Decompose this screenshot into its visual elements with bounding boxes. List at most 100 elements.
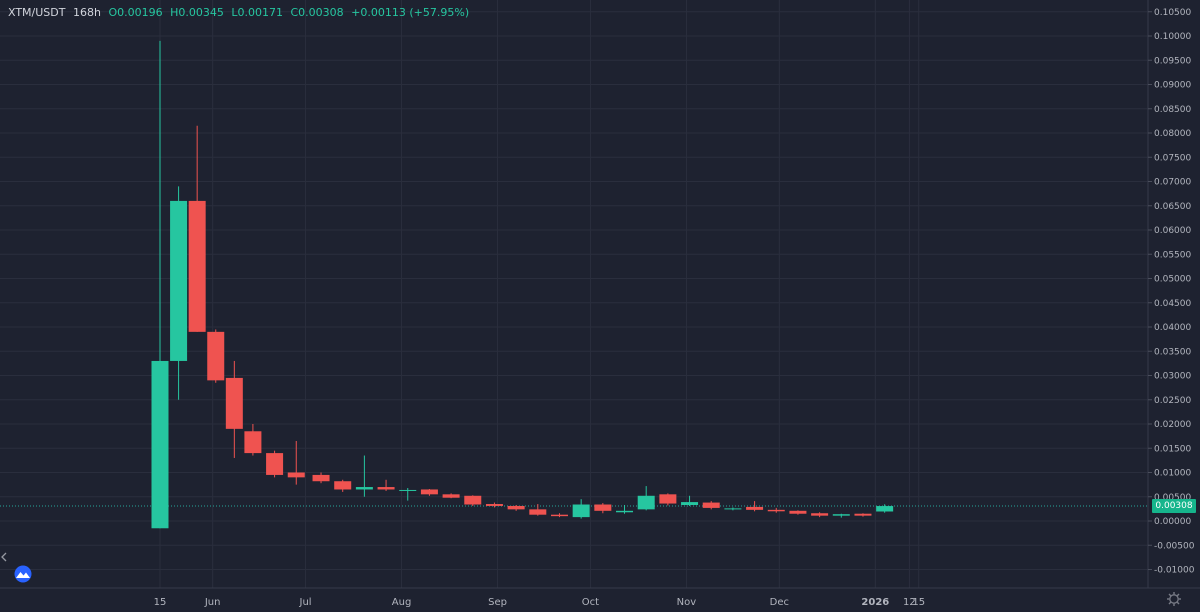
candle[interactable] <box>485 502 503 508</box>
candle[interactable] <box>572 499 590 519</box>
candle-body <box>485 504 503 506</box>
candle[interactable] <box>702 501 720 510</box>
x-tick-label: Nov <box>677 597 697 608</box>
candle[interactable] <box>225 360 243 458</box>
legend-close: C0.00308 <box>290 6 344 19</box>
candle[interactable] <box>464 495 482 506</box>
price-axis[interactable]: 0.10500 0.10000 0.09500 0.09000 0.08500 0.080… <box>1148 8 1195 576</box>
last-price-label: 0.00308 <box>1152 499 1196 514</box>
gear-icon[interactable] <box>1166 591 1182 607</box>
candle[interactable] <box>377 479 395 491</box>
candle[interactable] <box>399 488 417 501</box>
candle[interactable] <box>207 329 225 383</box>
legend-change: +0.00113 (+57.95%) <box>351 6 470 19</box>
candle-body <box>244 431 262 454</box>
candle-body <box>225 377 243 429</box>
ohlc-legend: XTM/USDT 168h O0.00196 H0.00345 L0.00171… <box>8 6 473 20</box>
legend-low: L0.00171 <box>231 6 283 19</box>
candle[interactable] <box>616 504 634 514</box>
candle-body <box>170 200 188 361</box>
candle-body <box>594 504 612 511</box>
candle[interactable] <box>811 512 829 518</box>
candle[interactable] <box>550 513 568 518</box>
x-tick-label: 15 <box>154 597 167 608</box>
y-tick-label: 0.01500 <box>1154 444 1191 454</box>
candle[interactable] <box>529 504 547 516</box>
candle-body <box>188 200 206 332</box>
legend-high: H0.00345 <box>170 6 224 19</box>
y-tick-label: 0.02000 <box>1154 420 1191 430</box>
candle[interactable] <box>170 186 188 400</box>
candle-body <box>832 514 850 516</box>
candle-body <box>287 472 305 478</box>
candle[interactable] <box>334 479 352 492</box>
y-tick-label: 0.09000 <box>1154 81 1191 91</box>
candle-body <box>442 494 460 498</box>
candle[interactable] <box>266 450 284 478</box>
candle[interactable] <box>507 504 525 511</box>
y-tick-label: 0.00500 <box>1154 493 1191 503</box>
candle[interactable] <box>767 507 785 513</box>
candle[interactable] <box>854 513 872 517</box>
y-tick-label: 0.03000 <box>1154 372 1191 382</box>
candle-body <box>724 508 742 510</box>
y-tick-label: 0.03500 <box>1154 347 1191 357</box>
chevron-left-icon[interactable] <box>0 551 8 563</box>
candle[interactable] <box>312 472 330 484</box>
legend-interval[interactable]: 168h <box>72 6 101 19</box>
candle[interactable] <box>188 125 206 332</box>
candle-body <box>464 495 482 505</box>
x-tick-label: 15 <box>912 597 925 608</box>
y-tick-label: 0.10500 <box>1154 8 1191 18</box>
candle[interactable] <box>876 504 894 513</box>
candle[interactable] <box>287 440 305 485</box>
candle-body <box>746 506 764 510</box>
y-tick-label: 0.08000 <box>1154 129 1191 139</box>
candle-body <box>811 513 829 516</box>
candle-body <box>207 331 225 381</box>
y-tick-label: 0.07000 <box>1154 178 1191 188</box>
candle-body <box>876 506 894 512</box>
candle[interactable] <box>832 513 850 518</box>
legend-symbol[interactable]: XTM/USDT <box>8 6 66 19</box>
candle-body <box>789 510 807 514</box>
candle[interactable] <box>420 488 438 496</box>
candle[interactable] <box>151 40 169 529</box>
candle-body <box>377 487 395 490</box>
candle[interactable] <box>244 424 262 456</box>
candle-body <box>572 504 590 518</box>
candle-body <box>854 513 872 516</box>
candle[interactable] <box>637 486 655 511</box>
candle-body <box>151 360 169 529</box>
candle[interactable] <box>355 455 373 497</box>
candle[interactable] <box>442 493 460 499</box>
candle[interactable] <box>789 510 807 515</box>
candle[interactable] <box>594 503 612 514</box>
candle-body <box>616 510 634 513</box>
candle-body <box>659 494 677 504</box>
x-tick-label: 2026 <box>861 597 889 608</box>
x-tick-label: Dec <box>770 597 789 608</box>
y-tick-label: 0.01000 <box>1154 469 1191 479</box>
tradingview-logo-icon[interactable] <box>12 565 34 583</box>
candle-body <box>637 495 655 510</box>
y-tick-label: 0.06500 <box>1154 202 1191 212</box>
candle[interactable] <box>746 501 764 512</box>
x-tick-label: Sep <box>488 597 507 608</box>
candle-body <box>507 505 525 510</box>
candle-body <box>420 489 438 495</box>
candle-body <box>767 509 785 512</box>
y-tick-label: 0.05000 <box>1154 275 1191 285</box>
candle[interactable] <box>681 495 699 506</box>
candle[interactable] <box>659 493 677 506</box>
legend-open: O0.00196 <box>108 6 163 19</box>
y-tick-label: 0.04000 <box>1154 323 1191 333</box>
candles <box>151 40 894 529</box>
y-tick-label: -0.00500 <box>1154 541 1195 551</box>
y-tick-label: 0.05500 <box>1154 250 1191 260</box>
candle-body <box>355 487 373 490</box>
candle[interactable] <box>724 507 742 511</box>
x-tick-label: Jul <box>299 597 312 608</box>
